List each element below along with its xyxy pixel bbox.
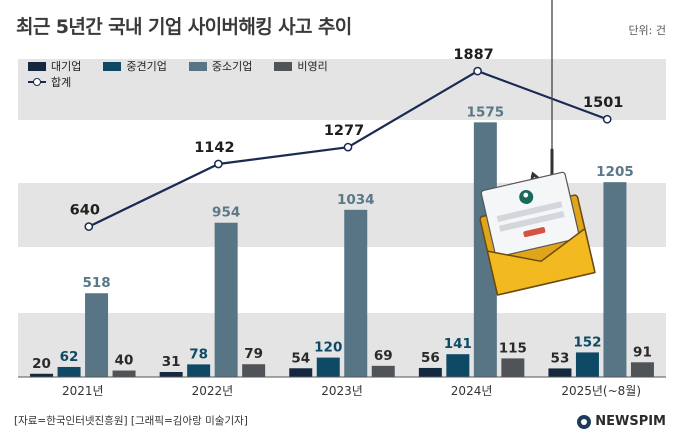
- bar: [630, 362, 654, 377]
- bar: [187, 364, 211, 377]
- bar-value-label: 40: [115, 353, 134, 369]
- chart-title: 최근 5년간 국내 기업 사이버해킹 사고 추이: [16, 16, 352, 38]
- bar-value-label: 954: [212, 205, 240, 221]
- bar-value-label: 31: [162, 354, 181, 370]
- avatar-head: [523, 192, 529, 198]
- total-point: [602, 114, 612, 124]
- total-point: [84, 222, 94, 231]
- phishing-envelope-illustration: [479, 0, 596, 296]
- bar-value-label: 62: [60, 349, 79, 365]
- bars-layer: [30, 122, 654, 377]
- bar: [446, 354, 470, 377]
- bar: [57, 366, 81, 377]
- total-value-label: 1887: [453, 47, 493, 63]
- bar: [371, 365, 395, 377]
- x-tick-labels: 2021년 2022년 2023년 2024년 2025년(~8월): [62, 384, 641, 398]
- bar: [159, 371, 183, 377]
- legend-item-large: 대기업: [28, 58, 81, 74]
- bar-value-label: 91: [633, 344, 652, 360]
- legend-swatch-small: [188, 61, 207, 71]
- bar: [112, 370, 136, 377]
- bar-value-label: 115: [499, 340, 527, 356]
- bar-value-label: 56: [421, 350, 440, 366]
- x-tick-label: 2023년: [321, 384, 363, 398]
- bar-value-label: 141: [444, 336, 472, 352]
- bar: [289, 368, 313, 377]
- total-point: [214, 159, 223, 169]
- bar: [473, 122, 497, 377]
- bar-value-label: 1575: [467, 104, 505, 120]
- total-point: [473, 66, 482, 76]
- bar: [418, 367, 442, 377]
- bar-value-label: 518: [82, 275, 110, 291]
- legend-swatch-large: [28, 61, 46, 71]
- legend-item-small: 중소기업: [188, 58, 253, 74]
- bar: [214, 222, 238, 377]
- bar-value-label: 69: [374, 348, 393, 364]
- bar: [242, 364, 266, 377]
- total-point: [343, 142, 353, 152]
- legend-item-mid: 중견기업: [103, 58, 167, 74]
- bar: [85, 293, 109, 377]
- username-field-icon: [496, 201, 563, 222]
- bar-value-label: 20: [32, 356, 51, 372]
- legend-label-large: 대기업: [51, 60, 82, 73]
- bar-value-label: 53: [551, 350, 570, 366]
- legend-label-small: 중소기업: [211, 60, 253, 73]
- unit-label: 단위: 건: [628, 24, 666, 37]
- total-value-label: 1501: [583, 95, 623, 111]
- bar-value-label: 120: [314, 340, 342, 356]
- password-field-icon: [499, 211, 565, 232]
- bar-value-label: 79: [244, 346, 263, 362]
- brand-mark-icon: [577, 414, 592, 429]
- legend-item-nonprofit: 비영리: [274, 58, 328, 74]
- legend-label-nonprofit: 비영리: [297, 60, 328, 73]
- bar: [603, 182, 627, 377]
- bar: [548, 368, 572, 377]
- bar-value-label: 1205: [596, 164, 634, 180]
- legend-row-line: 합계: [28, 74, 328, 90]
- legend-swatch-nonprofit: [274, 61, 293, 71]
- legend-swatch-total: [28, 77, 46, 87]
- x-tick-label: 2025년(~8월): [561, 384, 641, 398]
- total-value-label: 1277: [324, 123, 364, 139]
- login-button-icon: [523, 227, 546, 238]
- legend-swatch-mid: [103, 61, 122, 71]
- bar: [316, 357, 340, 377]
- legend-item-total: 합계: [28, 74, 71, 90]
- total-line-layer: [84, 66, 612, 231]
- x-tick-label: 2024년: [451, 384, 493, 398]
- brand-name: NEWSPIM: [595, 414, 666, 429]
- bar-value-label: 152: [573, 334, 601, 350]
- x-tick-label: 2021년: [62, 384, 104, 398]
- bar-value-label: 1034: [337, 192, 375, 208]
- bar-value-label: 78: [189, 346, 208, 362]
- envelope-front-flap: [486, 227, 596, 296]
- brand-logo: NEWSPIM: [577, 414, 666, 429]
- bar: [575, 352, 599, 377]
- legend: 대기업 중견기업 중소기업 비영리 합계: [28, 58, 328, 90]
- bar: [501, 358, 525, 377]
- bar: [344, 209, 368, 377]
- total-value-label: 1142: [194, 140, 234, 156]
- background-band: [18, 313, 666, 377]
- legend-row-bars: 대기업 중견기업 중소기업 비영리: [28, 58, 328, 74]
- envelope-icon: [479, 171, 596, 296]
- total-value-label: 640: [70, 203, 100, 219]
- source-credit: [자료=한국인터넷진흥원] [그래픽=김아랑 미술기자]: [14, 415, 248, 427]
- bar-value-label: 54: [291, 350, 310, 366]
- x-tick-label: 2022년: [192, 384, 234, 398]
- background-band: [18, 59, 666, 120]
- legend-label-mid: 중견기업: [126, 60, 167, 73]
- legend-label-total: 합계: [51, 76, 72, 89]
- bar: [30, 373, 54, 377]
